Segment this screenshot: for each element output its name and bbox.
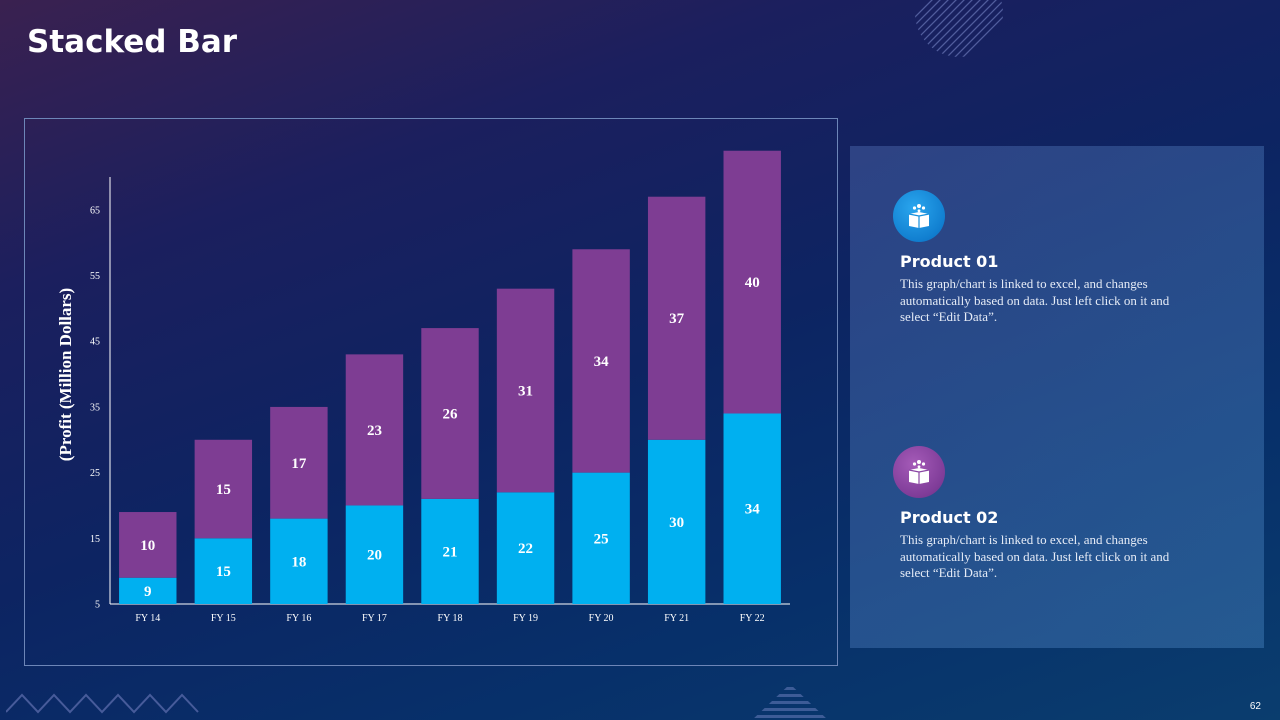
bar-value-label: 34 — [594, 354, 610, 370]
bar-value-label: 40 — [745, 275, 760, 291]
bar-segment-product-02 — [270, 406, 328, 519]
stacked-bar-chart: 5 15 25 35 45 55 65 (Profit (Million Dollars) 9 1… — [56, 150, 790, 624]
bar-segment-product-01 — [194, 538, 253, 604]
x-tick-label: FY 19 — [513, 613, 538, 624]
x-tick-label: FY 22 — [740, 613, 765, 624]
product-title: Product 02 — [900, 508, 999, 527]
slide-title: Stacked Bar — [27, 24, 238, 60]
bar-segment-product-01 — [421, 498, 479, 604]
bar-value-label: 15 — [216, 482, 231, 498]
bar-value-label: 17 — [291, 456, 307, 472]
striped-triangle-decoration — [752, 687, 828, 718]
y-tick-label: 65 — [90, 205, 100, 216]
bar-segment-product-02 — [345, 354, 404, 506]
x-tick-label: FY 18 — [438, 613, 463, 624]
y-tick-label: 25 — [90, 468, 100, 479]
bar-segment-product-02 — [572, 249, 630, 473]
bar-segment-product-02 — [496, 288, 555, 493]
x-tick-label: FY 14 — [135, 613, 160, 624]
gift-box-icon — [893, 190, 945, 242]
product-description: This graph/chart is linked to excel, and… — [900, 276, 1170, 324]
bar-segment-product-02 — [119, 512, 177, 578]
bar-segment-product-02 — [194, 439, 253, 539]
bar-segment-product-02 — [723, 150, 781, 414]
bar-value-label: 10 — [140, 538, 155, 554]
product-title: Product 01 — [900, 252, 999, 271]
bar-value-label: 20 — [367, 548, 382, 564]
bar-value-label: 22 — [518, 541, 533, 557]
page-number: 62 — [1249, 701, 1261, 712]
bar-segment-product-01 — [647, 439, 706, 604]
product-description: This graph/chart is linked to excel, and… — [900, 532, 1170, 580]
bar-segment-product-01 — [119, 577, 177, 604]
bar-value-label: 9 — [144, 584, 152, 600]
y-tick-label: 5 — [95, 600, 100, 611]
zigzag-decoration — [6, 693, 199, 714]
product-01-card: Product 01 This graph/chart is linked to… — [893, 190, 1200, 326]
x-tick-label: FY 17 — [362, 613, 387, 624]
chart-frame — [24, 118, 838, 666]
bar-segment-product-02 — [647, 196, 706, 440]
x-tick-label: FY 16 — [286, 613, 311, 624]
y-tick-label: 35 — [90, 402, 100, 413]
x-tick-label: FY 15 — [211, 613, 236, 624]
bar-segment-product-01 — [270, 518, 328, 604]
y-tick-label: 45 — [90, 337, 100, 348]
bar-value-label: 18 — [291, 554, 306, 570]
bar-segment-product-02 — [421, 328, 479, 499]
legend-panel: Product 01 This graph/chart is linked to… — [850, 146, 1264, 648]
bar-segment-product-01 — [496, 492, 555, 604]
x-tick-label: FY 20 — [589, 613, 614, 624]
bar-value-label: 15 — [216, 564, 231, 580]
bar-value-label: 30 — [669, 515, 684, 531]
bar-segment-product-01 — [572, 472, 630, 604]
bar-segment-product-01 — [345, 505, 404, 604]
bar-value-label: 26 — [443, 406, 459, 422]
bar-segment-product-01 — [723, 413, 781, 604]
x-tick-label: FY 21 — [664, 613, 689, 624]
y-tick-label: 15 — [90, 534, 100, 545]
y-tick-label: 55 — [90, 271, 100, 282]
gift-box-icon — [893, 446, 945, 498]
bar-value-label: 34 — [745, 502, 761, 518]
product-02-card: Product 02 This graph/chart is linked to… — [893, 446, 1200, 582]
bar-value-label: 25 — [594, 531, 609, 547]
bar-value-label: 31 — [518, 384, 533, 400]
bar-value-label: 37 — [669, 311, 685, 327]
bar-value-label: 21 — [443, 544, 458, 560]
hatched-circle-decoration — [915, 0, 1003, 57]
y-axis-label: (Profit (Million Dollars) — [56, 288, 75, 461]
bar-value-label: 23 — [367, 423, 382, 439]
